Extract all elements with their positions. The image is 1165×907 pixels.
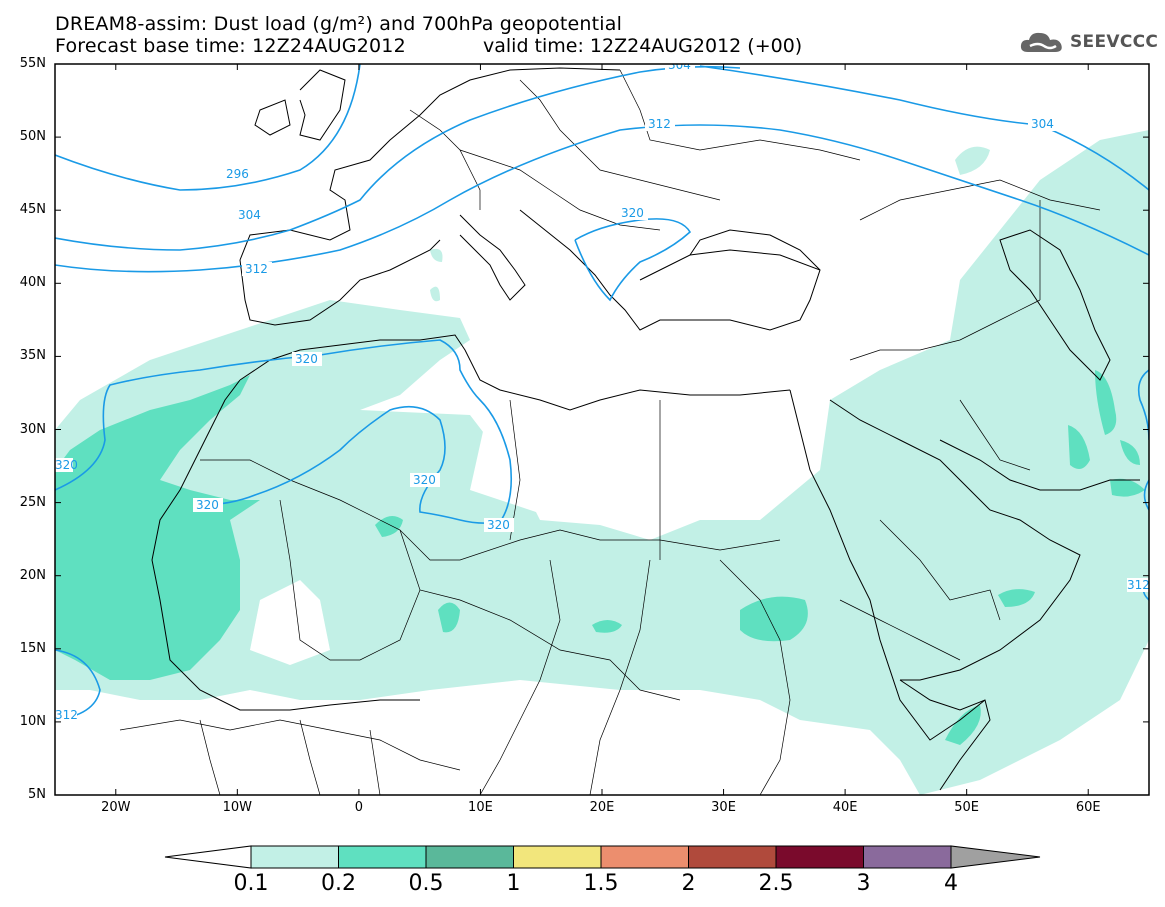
dust-medium-region [55, 370, 1145, 745]
colorbar-cell [600, 845, 689, 869]
lon-tick-label: 20E [589, 800, 615, 815]
colorbar-tick-label: 2 [681, 871, 696, 896]
contour-label: 320 [413, 473, 436, 487]
lat-tick-label: 55N [19, 56, 46, 71]
colorbar-tick-label: 1.5 [583, 871, 619, 896]
contour-label: 296 [226, 167, 249, 181]
chart-title: DREAM8-assim: Dust load (g/m²) and 700hP… [55, 13, 623, 35]
contour-label: 304 [668, 58, 691, 72]
contour-label: 312 [55, 708, 78, 722]
colorbar-tick-label: 0.5 [408, 871, 444, 896]
contour-label: 320 [196, 498, 219, 512]
lon-tick-label: 30E [711, 800, 736, 815]
colorbar-cell [425, 845, 514, 869]
contour-label: 320 [487, 518, 510, 532]
colorbar-cell [338, 845, 427, 869]
colorbar-tick-label: 2.5 [758, 871, 794, 896]
contour-label: 320 [295, 352, 318, 366]
colorbar-cell [863, 845, 952, 869]
colorbar-cell [688, 845, 777, 869]
valid-time: valid time: 12Z24AUG2012 (+00) [483, 35, 803, 57]
dust-free-region [250, 400, 720, 665]
colorbar-max-arrow [950, 845, 1041, 869]
contour-label: 320 [621, 206, 644, 220]
contour-label: 320 [55, 458, 78, 472]
contour-label: 304 [238, 208, 261, 222]
lat-tick-label: 10N [19, 713, 46, 729]
colorbar-cell [513, 845, 602, 869]
forecast-base-time: Forecast base time: 12Z24AUG2012 [55, 35, 406, 57]
seevccc-logo: SEEVCCC [1018, 28, 1158, 56]
geopotential-contours [55, 64, 1149, 721]
dust-light-region [55, 130, 1149, 795]
lat-tick-label: 40N [19, 275, 46, 291]
lat-tick-label: 50N [19, 129, 46, 145]
lat-tick-label: 25N [19, 494, 46, 510]
lon-tick-label: 20W [101, 800, 131, 815]
colorbar-tick-label: 4 [944, 871, 958, 896]
lon-tick-label: 50E [954, 800, 980, 815]
lat-tick-label: 15N [19, 640, 46, 656]
colorbar-tick-label: 1 [506, 871, 521, 896]
contour-label: 312 [648, 117, 671, 131]
country-borders [119, 69, 1101, 795]
lon-tick-label: 60E [1075, 800, 1101, 815]
dust-map: 304 312 304 296 304 312 320 320 320 320 … [54, 58, 1150, 796]
lat-tick-label: 35N [19, 348, 46, 364]
colorbar-tick-label: 0.2 [321, 871, 356, 896]
lon-tick-label: 40E [832, 800, 858, 815]
logo-text: SEEVCCC [1070, 32, 1159, 52]
colorbar-tick-label: 3 [856, 871, 871, 896]
cloud-icon [1020, 32, 1062, 52]
lat-tick-label: 20N [19, 567, 46, 583]
lat-tick-label: 45N [19, 202, 46, 218]
contour-label: 304 [1031, 117, 1054, 131]
contour-label: 312 [245, 262, 268, 276]
coastlines [151, 67, 1140, 791]
lon-tick-label: 10E [468, 800, 493, 815]
colorbar-min-arrow [164, 845, 252, 869]
colorbar-tick-label: 0.1 [233, 871, 269, 896]
contour-labels: 304 312 304 296 304 312 320 320 320 320 … [55, 58, 1150, 722]
lat-tick-label: 30N [19, 421, 46, 437]
contour-label: 312 [1127, 578, 1150, 592]
lon-tick-label: 0 [354, 800, 364, 815]
lon-tick-label: 10W [222, 800, 253, 815]
colorbar-cell [250, 845, 339, 869]
colorbar-cell [775, 845, 864, 869]
lat-tick-label: 5N [28, 787, 46, 802]
